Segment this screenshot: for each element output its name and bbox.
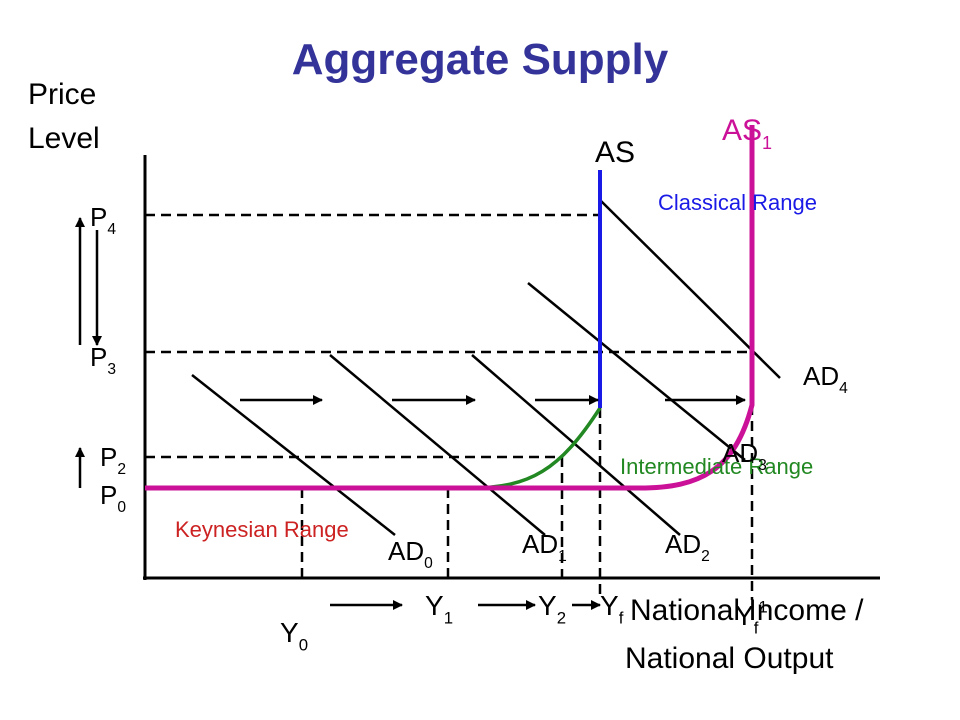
- guides: [145, 213, 754, 600]
- output-label-base: Y: [425, 590, 444, 621]
- price-label-sub: 4: [107, 221, 116, 238]
- curve-label: AD1: [522, 529, 567, 565]
- output-label: Yf: [600, 590, 624, 627]
- output-label: Yf 1: [735, 597, 768, 637]
- curve-label: AD3: [722, 438, 767, 474]
- price-label-base: P: [100, 480, 117, 510]
- range-label: Classical Range: [658, 190, 817, 215]
- curve-label: AD0: [388, 536, 433, 572]
- curve-label-base: AS: [595, 136, 635, 169]
- output-label-sup: 1: [758, 597, 767, 616]
- curve-label-sub: 3: [758, 457, 767, 474]
- curve-label-base: AD: [722, 438, 758, 468]
- price-label-base: P: [90, 342, 107, 372]
- curve-label-base: AD: [665, 529, 701, 559]
- curve-label-sub: 1: [558, 548, 567, 565]
- curve-label: AD2: [665, 529, 710, 565]
- ad-lines: [191, 199, 781, 536]
- curve-label-base: AD: [522, 529, 558, 559]
- curve-label-sub: 0: [424, 555, 433, 572]
- output-label-sub: 2: [557, 608, 566, 627]
- output-label-sub: f: [754, 618, 759, 637]
- curve-label-sub: 1: [762, 133, 772, 153]
- curve-label: AS1: [722, 114, 772, 153]
- curve-label-base: AD: [803, 361, 839, 391]
- range-label: Intermediate Range: [620, 454, 813, 479]
- curve-label-sub: 4: [839, 380, 848, 397]
- curve-label-base: AD: [388, 536, 424, 566]
- as1-curve: [145, 125, 755, 491]
- output-label-sub: 0: [299, 635, 308, 654]
- x-axis-label: National Output: [625, 642, 834, 675]
- price-label-sub: 0: [117, 499, 126, 516]
- output-label-base: Y: [735, 600, 754, 631]
- curve-label-sub: 2: [701, 548, 710, 565]
- price-label-sub: 2: [117, 461, 126, 478]
- price-label-base: P: [100, 442, 117, 472]
- range-label: Keynesian Range: [175, 517, 349, 542]
- price-label: P2: [100, 442, 126, 478]
- output-label-base: Y: [538, 590, 557, 621]
- title: Aggregate Supply: [292, 35, 669, 84]
- curve-label: AD4: [803, 361, 848, 397]
- price-label-sub: 3: [107, 361, 116, 378]
- price-label-base: P: [90, 202, 107, 232]
- curve-label-base: AS: [722, 114, 762, 147]
- output-label-sub: f: [619, 608, 624, 627]
- x-axis-label: National Income /: [630, 594, 864, 627]
- price-label: P4: [90, 202, 116, 238]
- output-label-base: Y: [280, 617, 299, 648]
- price-label: P3: [90, 342, 116, 378]
- y-axis-label: Level: [28, 122, 100, 155]
- output-label: Y2: [538, 590, 566, 627]
- output-label-sub: 1: [444, 608, 453, 627]
- y-axis-label: Price: [28, 78, 96, 111]
- output-label: Y0: [280, 617, 308, 654]
- price-label: P0: [100, 480, 126, 516]
- curve-label: AS: [595, 136, 635, 169]
- arrows: [75, 217, 746, 610]
- output-label: Y1: [425, 590, 453, 627]
- output-label-base: Y: [600, 590, 619, 621]
